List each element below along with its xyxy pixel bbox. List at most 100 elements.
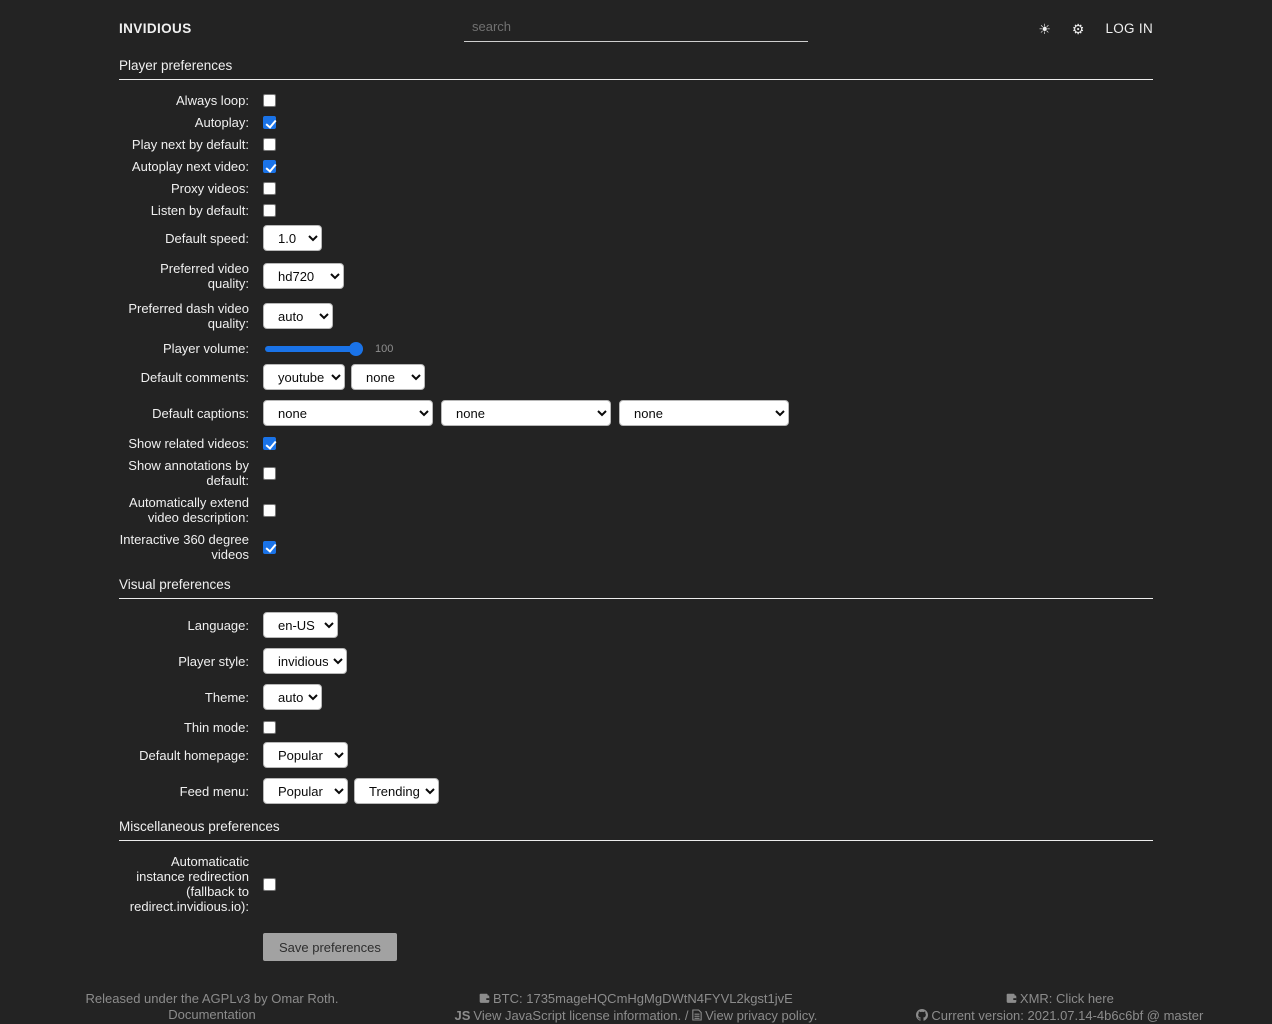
- video-quality-select[interactable]: hd720: [263, 263, 344, 289]
- automatic-redirect-label: Automaticatic instance redirection (fall…: [119, 854, 249, 914]
- language-label: Language:: [119, 618, 249, 633]
- save-row: Save preferences: [119, 933, 1153, 961]
- save-preferences-button[interactable]: Save preferences: [263, 933, 397, 961]
- documentation-link[interactable]: Documentation: [168, 1007, 255, 1022]
- player-style-select[interactable]: invidious: [263, 648, 347, 674]
- language-select[interactable]: en-US: [263, 612, 338, 638]
- proxy-videos-checkbox[interactable]: [263, 182, 276, 195]
- default-comments-select-2[interactable]: none: [351, 364, 425, 390]
- default-captions-controls: none none none: [263, 400, 789, 426]
- login-link[interactable]: LOG IN: [1105, 21, 1153, 36]
- extend-description-checkbox[interactable]: [263, 504, 276, 517]
- pref-row-autoplay: Autoplay:: [119, 115, 1153, 130]
- feed-menu-label: Feed menu:: [119, 784, 249, 799]
- default-captions-select-3[interactable]: none: [619, 400, 789, 426]
- dash-quality-label: Preferred dash video quality:: [119, 301, 249, 331]
- default-comments-label: Default comments:: [119, 370, 249, 385]
- default-speed-label: Default speed:: [119, 231, 249, 246]
- theme-select[interactable]: auto: [263, 684, 322, 710]
- pref-row-default-speed: Default speed: 1.0: [119, 225, 1153, 251]
- vr-mode-checkbox[interactable]: [263, 541, 276, 554]
- default-comments-controls: youtube none: [263, 364, 425, 390]
- listen-default-checkbox[interactable]: [263, 204, 276, 217]
- feed-menu-controls: Popular Trending: [263, 778, 439, 804]
- default-comments-select-1[interactable]: youtube: [263, 364, 345, 390]
- vr-mode-label: Interactive 360 degree videos: [119, 532, 249, 562]
- pref-row-default-homepage: Default homepage: Popular: [119, 742, 1153, 768]
- top-navbar: INVIDIOUS ☀ ⚙ LOG IN: [0, 0, 1272, 42]
- autoplay-checkbox[interactable]: [263, 116, 276, 129]
- automatic-redirect-checkbox[interactable]: [263, 878, 276, 891]
- proxy-videos-label: Proxy videos:: [119, 181, 249, 196]
- extend-description-label: Automatically extend video description:: [119, 495, 249, 525]
- pref-row-language: Language: en-US: [119, 612, 1153, 638]
- js-license-link[interactable]: View JavaScript license information.: [473, 1008, 681, 1023]
- theme-label: Theme:: [119, 690, 249, 705]
- always-loop-checkbox[interactable]: [263, 94, 276, 107]
- theme-toggle-button[interactable]: ☀: [1038, 22, 1051, 36]
- feed-menu-select-1[interactable]: Popular: [263, 778, 348, 804]
- autoplay-next-label: Autoplay next video:: [119, 159, 249, 174]
- player-volume-slider[interactable]: [265, 342, 363, 356]
- pref-row-theme: Theme: auto: [119, 684, 1153, 710]
- pref-row-default-comments: Default comments: youtube none: [119, 364, 1153, 390]
- default-captions-select-2[interactable]: none: [441, 400, 611, 426]
- preferences-button[interactable]: ⚙: [1072, 22, 1085, 36]
- related-videos-checkbox[interactable]: [263, 437, 276, 450]
- navbar-right: ☀ ⚙ LOG IN: [808, 21, 1153, 36]
- video-quality-label: Preferred video quality:: [119, 261, 249, 291]
- navbar-center: [464, 15, 808, 42]
- play-next-checkbox[interactable]: [263, 138, 276, 151]
- dash-quality-select[interactable]: auto: [263, 303, 333, 329]
- always-loop-label: Always loop:: [119, 93, 249, 108]
- search-input[interactable]: [464, 15, 808, 42]
- version-label: Current version:: [931, 1008, 1023, 1023]
- pref-row-always-loop: Always loop:: [119, 93, 1153, 108]
- pref-row-player-volume: Player volume: 100: [119, 341, 1153, 356]
- footer-version-line: Current version: 2021.07.14-4b6c6bf @ ma…: [860, 1008, 1260, 1024]
- pref-row-thin-mode: Thin mode:: [119, 720, 1153, 735]
- pref-row-dash-quality: Preferred dash video quality: auto: [119, 301, 1153, 331]
- pref-row-extend-description: Automatically extend video description:: [119, 495, 1153, 525]
- default-captions-select-1[interactable]: none: [263, 400, 433, 426]
- version-link[interactable]: 2021.07.14-4b6c6bf @ master: [1028, 1008, 1204, 1023]
- default-speed-select[interactable]: 1.0: [263, 225, 322, 251]
- pref-row-listen-default: Listen by default:: [119, 203, 1153, 218]
- pref-row-player-style: Player style: invidious: [119, 648, 1153, 674]
- default-homepage-select[interactable]: Popular: [263, 742, 348, 768]
- related-videos-label: Show related videos:: [119, 436, 249, 451]
- annotations-label: Show annotations by default:: [119, 458, 249, 488]
- wallet-icon: [1006, 992, 1017, 1008]
- section-title-visual: Visual preferences: [119, 577, 1153, 599]
- javascript-icon: JS: [454, 1008, 470, 1023]
- player-volume-value: 100: [375, 343, 393, 355]
- pref-row-vr-mode: Interactive 360 degree videos: [119, 532, 1153, 562]
- autoplay-next-checkbox[interactable]: [263, 160, 276, 173]
- default-homepage-label: Default homepage:: [119, 748, 249, 763]
- footer-xmr-line: XMR: Click here: [860, 991, 1260, 1008]
- xmr-link[interactable]: Click here: [1056, 991, 1114, 1006]
- default-captions-label: Default captions:: [119, 406, 249, 421]
- privacy-file-icon: [692, 1009, 702, 1024]
- section-title-player: Player preferences: [119, 58, 1153, 80]
- btc-address-text: BTC: 1735mageHQCmHgMgDWtN4FYVL2kgst1jvE: [493, 991, 793, 1006]
- preferences-form: Player preferences Always loop: Autoplay…: [119, 58, 1153, 961]
- play-next-label: Play next by default:: [119, 137, 249, 152]
- thin-mode-label: Thin mode:: [119, 720, 249, 735]
- pref-row-feed-menu: Feed menu: Popular Trending: [119, 778, 1153, 804]
- privacy-policy-link[interactable]: View privacy policy.: [705, 1008, 817, 1023]
- footer-released-text: Released under the AGPLv3 by Omar Roth.: [12, 991, 412, 1007]
- pref-row-related-videos: Show related videos:: [119, 436, 1153, 451]
- autoplay-label: Autoplay:: [119, 115, 249, 130]
- invidious-logo-link[interactable]: INVIDIOUS: [119, 21, 192, 36]
- feed-menu-select-2[interactable]: Trending: [354, 778, 439, 804]
- pref-row-autoplay-next: Autoplay next video:: [119, 159, 1153, 174]
- navbar-left: INVIDIOUS: [119, 21, 464, 36]
- thin-mode-checkbox[interactable]: [263, 721, 276, 734]
- gear-icon: ⚙: [1072, 21, 1085, 37]
- pref-row-automatic-redirect: Automaticatic instance redirection (fall…: [119, 854, 1153, 914]
- section-misc-preferences: Miscellaneous preferences Automaticatic …: [119, 819, 1153, 914]
- listen-default-label: Listen by default:: [119, 203, 249, 218]
- annotations-checkbox[interactable]: [263, 467, 276, 480]
